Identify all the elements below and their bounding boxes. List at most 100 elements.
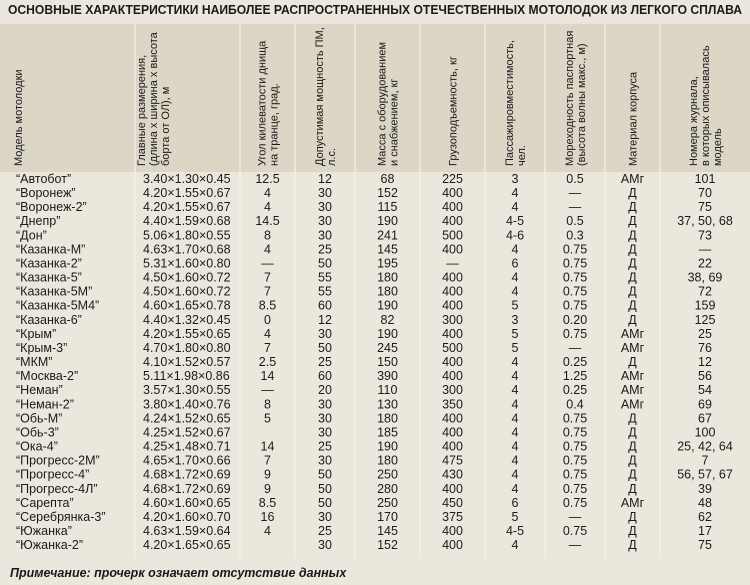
cell: 12.5 xyxy=(255,172,279,186)
cell: 69 xyxy=(698,397,712,411)
cell: 67 xyxy=(698,411,712,425)
cell: 0.75 xyxy=(563,468,587,482)
cell: 25 xyxy=(318,355,332,369)
cell: АМг xyxy=(621,397,645,411)
cell: 4 xyxy=(264,186,271,200)
cell: Д xyxy=(628,200,637,214)
title: ОСНОВНЫЕ ХАРАКТЕРИСТИКИ НАИБОЛЕЕ РАСПРОС… xyxy=(8,3,742,17)
cell: 5 xyxy=(512,299,519,313)
column-header: Мореходность паспортная(высота волны мак… xyxy=(564,31,588,166)
cell: 4.20×1.55×0.67 xyxy=(143,186,231,200)
cell: — xyxy=(569,510,582,524)
cell: 12 xyxy=(318,313,332,327)
cell: 30 xyxy=(318,327,332,341)
cell: 4 xyxy=(512,369,519,383)
header-line: Материал корпуса xyxy=(628,71,640,166)
header-line: и снабжением, кг xyxy=(389,79,401,166)
cell: 5.11×1.98×0.86 xyxy=(143,369,230,383)
cell: Д xyxy=(628,510,637,524)
cell: 400 xyxy=(442,214,463,228)
cell: 30 xyxy=(318,200,332,214)
cell: 0.75 xyxy=(563,327,587,341)
cell: “Воронеж-2” xyxy=(16,200,87,214)
cell: 170 xyxy=(377,510,398,524)
cell: 0.75 xyxy=(563,496,587,510)
cell: 38, 69 xyxy=(688,271,723,285)
cell: 400 xyxy=(442,411,463,425)
cell: 5 xyxy=(264,411,271,425)
cell: 4.20×1.60×0.70 xyxy=(143,510,231,524)
cell: “Прогресс-4” xyxy=(16,468,89,482)
cell: 400 xyxy=(442,355,463,369)
cell: 30 xyxy=(318,538,332,552)
cell: 450 xyxy=(442,496,463,510)
header-line: Мореходность паспортная xyxy=(564,31,576,166)
cell: 4.63×1.59×0.64 xyxy=(143,524,231,538)
cell: — xyxy=(699,242,712,256)
cell: 190 xyxy=(377,214,398,228)
column-header: Грузоподъемность, кг xyxy=(448,56,460,166)
cell: 100 xyxy=(695,425,716,439)
cell: Д xyxy=(628,524,637,538)
cell: 7 xyxy=(264,285,271,299)
cell: 4.70×1.80×0.80 xyxy=(143,341,231,355)
cell: 50 xyxy=(318,341,332,355)
cell: 152 xyxy=(377,186,398,200)
cell: “Казанка-5М” xyxy=(16,285,92,299)
cell: Д xyxy=(628,411,637,425)
header-line: чел. xyxy=(516,145,528,166)
cell: 9 xyxy=(264,468,271,482)
column-header: Материал корпуса xyxy=(628,71,640,166)
cell: 4-6 xyxy=(506,228,524,242)
cell: 4 xyxy=(512,440,519,454)
cell: 4 xyxy=(512,271,519,285)
cell: 101 xyxy=(695,172,716,186)
cell: Д xyxy=(628,454,637,468)
cell: 400 xyxy=(442,524,463,538)
header-line: на транце, град. xyxy=(269,83,281,166)
cell: 225 xyxy=(442,172,463,186)
cell: 180 xyxy=(377,411,398,425)
cell: 400 xyxy=(442,440,463,454)
cell: 400 xyxy=(442,242,463,256)
cell: 4 xyxy=(512,186,519,200)
cell: 60 xyxy=(318,369,332,383)
cell: 3.40×1.30×0.45 xyxy=(143,172,231,186)
cell: Д xyxy=(628,256,637,270)
cell: 56 xyxy=(698,369,712,383)
cell: — xyxy=(261,383,274,397)
cell: 2.5 xyxy=(259,355,276,369)
cell: 4.40×1.32×0.45 xyxy=(143,313,231,327)
cell: 0.5 xyxy=(566,214,583,228)
header-line: Масса с оборудованием xyxy=(377,42,389,166)
cell: 73 xyxy=(698,228,712,242)
cell: 0.75 xyxy=(563,411,587,425)
header-line: Номера журнала, xyxy=(688,76,700,166)
cell: “Прогресс-4Л” xyxy=(16,482,98,496)
cell: “Москва-2” xyxy=(16,369,78,383)
cell: 72 xyxy=(698,285,712,299)
cell: 30 xyxy=(318,228,332,242)
cell: 4 xyxy=(512,355,519,369)
cell: 7 xyxy=(264,271,271,285)
cell: 4.65×1.70×0.66 xyxy=(143,454,231,468)
header-line: л.с. xyxy=(326,148,338,166)
cell: Д xyxy=(628,299,637,313)
column-header: Пассажировместимость,чел. xyxy=(504,40,528,166)
header-line: Модель мотолодки xyxy=(13,69,25,166)
cell: 0.75 xyxy=(563,242,587,256)
cell: “Казанка-5” xyxy=(16,271,82,285)
cell: 55 xyxy=(318,285,332,299)
cell: 25 xyxy=(318,524,332,538)
cell: 7 xyxy=(264,341,271,355)
cell: 4 xyxy=(512,482,519,496)
cell: 150 xyxy=(377,355,398,369)
cell: 6 xyxy=(512,256,519,270)
header-line: (длина х ширина х высота xyxy=(148,31,160,166)
cell: 30 xyxy=(318,397,332,411)
cell: 350 xyxy=(442,397,463,411)
cell: 60 xyxy=(318,299,332,313)
header-line: Грузоподъемность, кг xyxy=(448,56,460,166)
cell: 4.63×1.70×0.68 xyxy=(143,242,231,256)
cell: 25 xyxy=(698,327,712,341)
